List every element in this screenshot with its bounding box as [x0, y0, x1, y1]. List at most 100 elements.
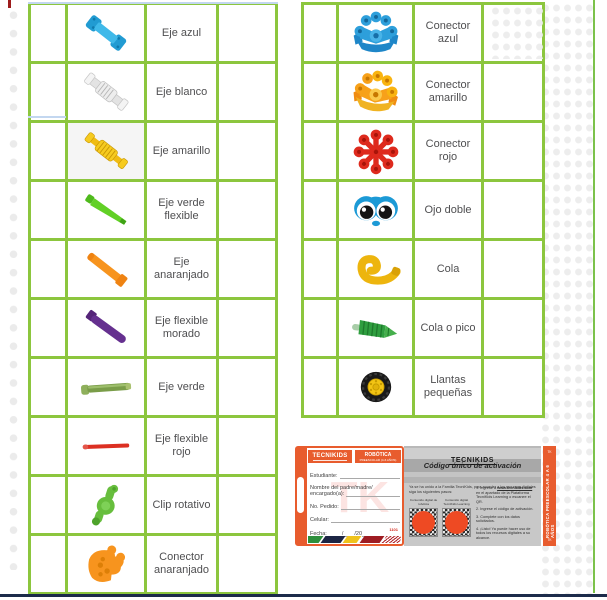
part-label: Cola o pico: [415, 300, 481, 356]
count-cell: [31, 123, 65, 179]
card-left-tab: [297, 477, 304, 513]
conector-anaranjado-icon: [72, 539, 140, 589]
qr-labels: Contenido digital de robótica Contenido …: [409, 498, 471, 506]
count-cell: [31, 64, 65, 120]
step-4: 4. ¡Listo! Ya puede hacer uso de todos l…: [476, 526, 531, 540]
card-fields: Estudiante: Nombre del padre/madre/ enca…: [310, 466, 400, 537]
qr-codes: [409, 508, 471, 537]
step-2: 2. Ingrese el código de activación.: [476, 507, 534, 512]
date-year-prefix: /20: [354, 531, 363, 537]
ojo-doble-icon: [343, 185, 409, 235]
part-label: Eje flexible morado: [147, 300, 216, 356]
empty-cell: [219, 241, 275, 297]
count-cell: [304, 241, 336, 297]
qr2-label: Contenido digital TecniKids Learning: [443, 498, 470, 506]
empty-cell: [219, 418, 275, 474]
part-label: Eje verde: [147, 359, 216, 415]
part-label: Eje anaranjado: [147, 241, 216, 297]
tecnikids-link: www.tecnikids.com: [497, 486, 533, 490]
part-label: Eje azul: [147, 5, 216, 61]
part-label: Clip rotativo: [147, 477, 216, 533]
part-image-cell: [68, 477, 144, 533]
page-bottom-rule: [0, 594, 607, 597]
clip-rotativo-icon: [72, 480, 140, 530]
step-3: 3. Complete con los datos solicitados.: [476, 514, 520, 524]
empty-cell: [484, 182, 542, 238]
part-label: Llantas pequeñas: [415, 359, 481, 415]
eje-flexible-rojo-icon: [72, 421, 140, 471]
card-brand-logo: TECNIKIDS: [312, 452, 348, 459]
stripe-red: [359, 536, 385, 543]
empty-cell: [484, 241, 542, 297]
card-brand-stripes: [308, 536, 401, 543]
count-cell: [31, 5, 65, 61]
student-field-label: Estudiante:: [310, 473, 338, 479]
empty-cell: [219, 5, 275, 61]
parent-field-line: [346, 491, 400, 497]
empty-cell: [484, 64, 542, 120]
empty-cell: [219, 123, 275, 179]
count-cell: [304, 182, 336, 238]
count-cell: [31, 418, 65, 474]
part-image-cell: [68, 300, 144, 356]
empty-cell: [484, 359, 542, 415]
date-slash: /: [341, 531, 344, 537]
right-parts-table: Conector azul Conector amarillo: [301, 2, 545, 418]
side-band-code: TK: [547, 450, 552, 454]
count-cell: [31, 536, 65, 592]
activation-intro: Ya se ha unido a la Familia TecniKids, p…: [409, 485, 536, 494]
part-image-cell: [68, 418, 144, 474]
part-image-cell: [339, 359, 412, 415]
part-image-cell: [68, 123, 144, 179]
parent-field-label-line1: Nombre del padre/madre/: [310, 485, 373, 491]
student-field-line: [339, 473, 400, 479]
empty-cell: [484, 123, 542, 179]
llantas-pequenas-icon: [343, 362, 409, 412]
card-brand-rule: [313, 459, 347, 461]
table-blue-segment: [28, 116, 66, 118]
activation-steps: 1. Ingrese a www.tecnikids.com en el apa…: [476, 486, 537, 543]
part-image-cell: [339, 300, 412, 356]
count-cell: [31, 182, 65, 238]
step-1: 1. Ingrese a www.tecnikids.com en el apa…: [476, 486, 533, 504]
card-brand-box: TECNIKIDS: [308, 450, 352, 463]
card-student-panel: TK TECNIKIDS ROBÓTICA PREESCOLAR (4-6 AÑ…: [295, 446, 404, 546]
count-cell: [304, 300, 336, 356]
part-label: Conector anaranjado: [147, 536, 216, 592]
date-field-label: Fecha:: [310, 531, 327, 537]
eje-amarillo-icon: [72, 126, 140, 176]
count-cell: [31, 241, 65, 297]
part-image-cell: [68, 5, 144, 61]
activation-card: TK TECNIKIDS ROBÓTICA PREESCOLAR (4-6 AÑ…: [295, 446, 556, 546]
part-image-cell: [339, 64, 412, 120]
part-image-cell: [68, 64, 144, 120]
right-green-line: [593, 0, 595, 593]
empty-cell: [219, 359, 275, 415]
count-cell: [304, 123, 336, 179]
conector-rojo-icon: [343, 126, 409, 176]
part-image-cell: [68, 182, 144, 238]
part-image-cell: [339, 182, 412, 238]
cola-icon: [343, 244, 409, 294]
parent-field-label-line2: encargado(a):: [310, 491, 345, 497]
count-cell: [304, 64, 336, 120]
activation-title: Código único de activación: [423, 461, 522, 470]
part-label: Conector azul: [415, 5, 481, 61]
part-label: Conector rojo: [415, 123, 481, 179]
left-parts-table: Eje azul Eje blanco Eje amarillo: [28, 2, 278, 595]
eje-verde-icon: [72, 362, 140, 412]
phone-field-line: [330, 517, 400, 523]
empty-cell: [219, 300, 275, 356]
left-dot-pattern: [5, 4, 22, 570]
part-label: Conector amarillo: [415, 64, 481, 120]
eje-blanco-icon: [72, 67, 140, 117]
stripe-hatch: [381, 536, 401, 543]
card-activation-panel: TECNIKIDS Código único de activación Ya …: [404, 446, 541, 546]
eje-azul-icon: [72, 8, 140, 58]
conector-amarillo-icon: [343, 67, 409, 117]
card-program-subtitle: PREESCOLAR (4-6 AÑOS): [359, 457, 397, 462]
count-cell: [304, 5, 336, 61]
card-program-title: ROBÓTICA: [364, 451, 392, 458]
eje-verde-flexible-icon: [72, 185, 140, 235]
card-side-band: TK ROBÓTICA PREESCOLAR 4 A 6 AÑOS TK: [543, 446, 556, 546]
